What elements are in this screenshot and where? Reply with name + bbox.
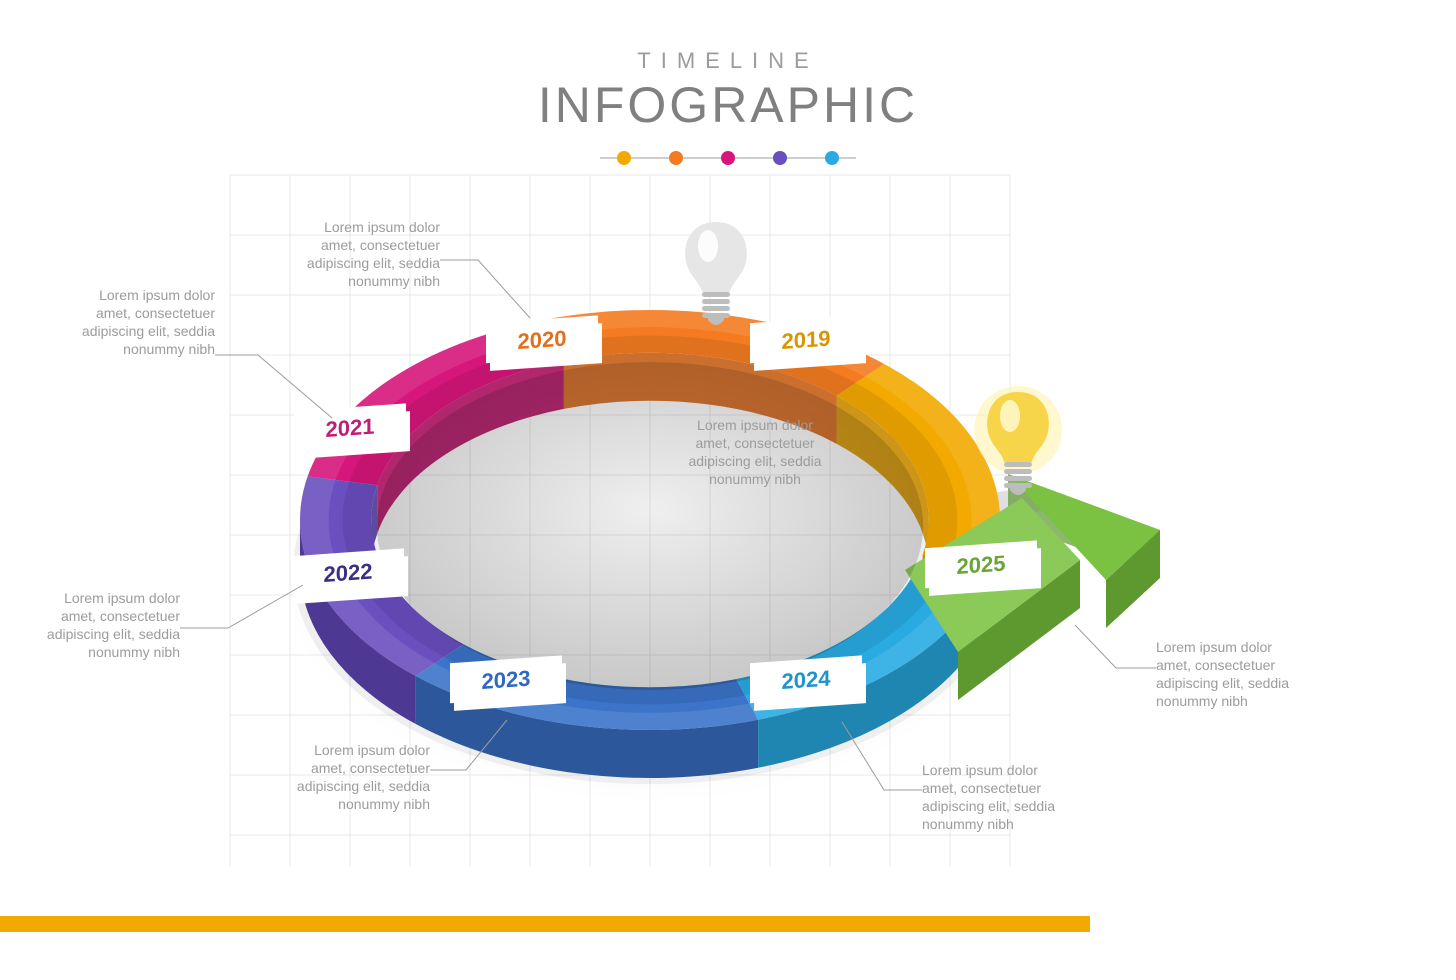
- bulb-off-icon: [685, 222, 747, 325]
- callout-2025: Lorem ipsum doloramet, consectetueradipi…: [1075, 625, 1289, 709]
- year-badge-2025: 2025: [925, 540, 1041, 596]
- callout-2021: Lorem ipsum doloramet, consectetueradipi…: [82, 287, 332, 418]
- year-badge-2021: 2021: [294, 403, 410, 459]
- infographic-stage: { "canvas":{"w":1456,"h":980,"bg":"#ffff…: [0, 0, 1456, 980]
- callout-2020: Lorem ipsum doloramet, consectetueradipi…: [307, 219, 530, 318]
- year-badge-2023: 2023: [450, 655, 566, 711]
- svg-text:2022: 2022: [324, 559, 373, 587]
- year-badge-2024: 2024: [750, 655, 866, 711]
- header: TIMELINE INFOGRAPHIC: [538, 48, 918, 165]
- ring-tops: [300, 310, 1160, 730]
- svg-text:Lorem ipsum doloramet, consect: Lorem ipsum doloramet, consectetueradipi…: [1156, 639, 1289, 709]
- ring-inner-shade: [377, 362, 923, 690]
- year-badge-2019: 2019: [750, 315, 866, 371]
- svg-text:2024: 2024: [782, 666, 832, 694]
- svg-text:2020: 2020: [518, 326, 567, 354]
- callout-2024: Lorem ipsum doloramet, consectetueradipi…: [842, 722, 1055, 832]
- header-dot: [669, 151, 683, 165]
- svg-text:2023: 2023: [482, 666, 531, 694]
- svg-text:Lorem ipsum doloramet, consect: Lorem ipsum doloramet, consectetueradipi…: [922, 762, 1055, 832]
- svg-text:Lorem ipsum doloramet, consect: Lorem ipsum doloramet, consectetueradipi…: [82, 287, 215, 357]
- year-badge-2022: 2022: [292, 548, 408, 604]
- header-dot: [825, 151, 839, 165]
- header-dot: [617, 151, 631, 165]
- header-dot: [773, 151, 787, 165]
- footer-accent-bar: [0, 916, 1090, 932]
- header-title: INFOGRAPHIC: [538, 77, 918, 133]
- header-dot: [721, 151, 735, 165]
- svg-text:Lorem ipsum doloramet, consect: Lorem ipsum doloramet, consectetueradipi…: [47, 590, 180, 660]
- year-badge-2020: 2020: [486, 315, 602, 371]
- svg-text:2025: 2025: [957, 551, 1006, 579]
- callout-2022: Lorem ipsum doloramet, consectetueradipi…: [47, 585, 303, 660]
- svg-text:Lorem ipsum doloramet, consect: Lorem ipsum doloramet, consectetueradipi…: [307, 219, 440, 289]
- svg-text:2021: 2021: [326, 414, 375, 442]
- svg-text:2019: 2019: [782, 326, 831, 354]
- header-subtitle: TIMELINE: [637, 48, 818, 73]
